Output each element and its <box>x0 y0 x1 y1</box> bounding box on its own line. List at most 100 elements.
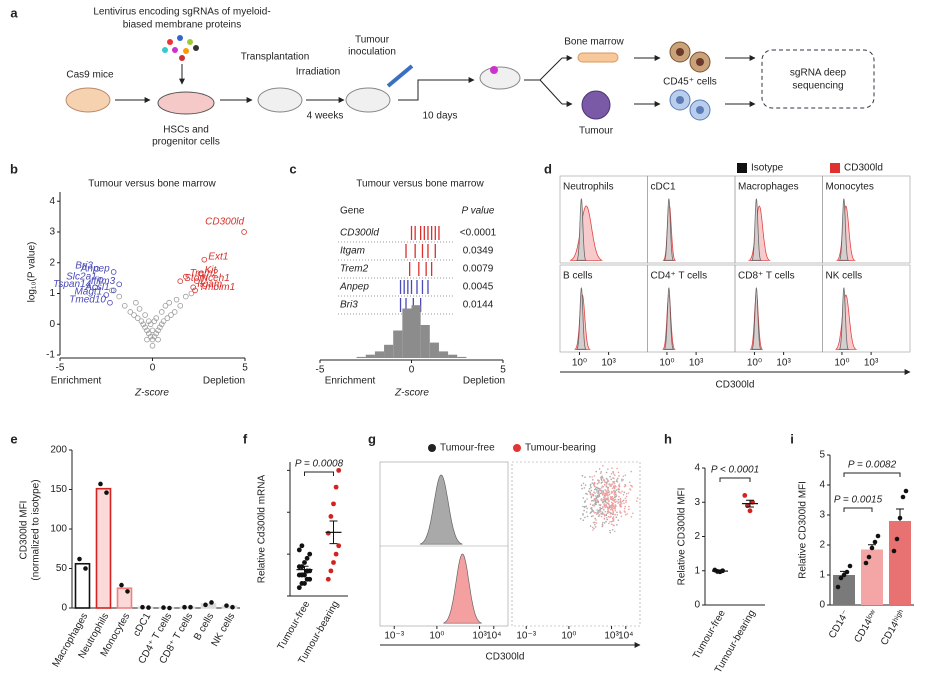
hist-bar <box>411 305 421 358</box>
cloud-dot <box>605 513 607 516</box>
cloud-dot <box>613 507 615 510</box>
cloud-dot <box>581 474 584 477</box>
cloud-dot <box>594 500 597 502</box>
cloud-dot <box>610 492 613 494</box>
cloud-dot <box>624 511 626 513</box>
point <box>149 336 156 343</box>
cloud-dot <box>621 500 624 503</box>
cloud-dot <box>605 520 607 523</box>
cloud-dot <box>620 492 622 494</box>
cloud-dot <box>601 493 604 496</box>
cloud-dot <box>626 513 628 515</box>
hist-bar <box>457 356 467 358</box>
y-axis-label: Relative CD300ld MFI <box>798 481 809 579</box>
point <box>146 330 152 337</box>
cloud-dot <box>585 492 587 495</box>
cloud-dot <box>609 521 611 523</box>
schematic-text: Bone marrow <box>564 37 624 48</box>
cloud-dot <box>602 464 604 467</box>
chart-title: Tumour versus bone marrow <box>356 179 484 190</box>
cloud-dot <box>602 507 604 509</box>
cloud-dot <box>592 529 594 531</box>
point <box>155 327 161 334</box>
point <box>209 600 214 605</box>
cloud-dot <box>606 498 608 501</box>
cloud-dot <box>603 508 605 511</box>
chart-title: Tumour versus bone marrow <box>88 179 216 190</box>
cloud-dot <box>617 477 619 480</box>
cloud-dot <box>590 496 593 499</box>
cloud-dot <box>624 505 627 508</box>
cloud-dot <box>611 512 613 515</box>
cloud-dot <box>613 500 615 502</box>
legend-label: Isotype <box>751 163 784 174</box>
point <box>131 312 137 318</box>
cloud-dot <box>601 491 603 493</box>
gene-name: Anpep <box>339 282 369 293</box>
cloud-dot <box>593 484 596 487</box>
point <box>158 321 165 328</box>
cloud-dot <box>600 476 602 478</box>
x-tick-label: 10³ <box>472 631 487 642</box>
x-tick-label: 10³ <box>776 358 791 369</box>
cloud-dot <box>622 475 625 478</box>
panel-letter: f <box>243 431 248 446</box>
cloud-dot <box>589 485 592 487</box>
y-axis-label: Relative CD300ld MFI <box>677 488 688 586</box>
cloud-dot <box>600 512 602 515</box>
legend-dot <box>513 444 521 452</box>
cloud-dot <box>592 515 594 517</box>
y-tick-label: 1 <box>49 288 55 299</box>
cloud-dot <box>623 502 625 505</box>
dish <box>157 91 215 115</box>
cloud-dot <box>586 515 589 518</box>
point <box>104 490 109 495</box>
legend-dot <box>428 444 436 452</box>
cloud-dot <box>612 518 614 521</box>
p-value: 0.0045 <box>463 282 494 293</box>
cloud-dot <box>609 475 611 478</box>
cloud-dot <box>612 516 615 518</box>
cloud-dot <box>583 506 586 509</box>
point <box>299 543 305 549</box>
cloud-dot <box>595 501 598 504</box>
cloud-dot <box>601 481 603 484</box>
tumour-dot <box>490 66 498 74</box>
cell-label: Neutrophils <box>563 182 614 193</box>
cloud-dot <box>618 491 621 494</box>
cloud-dot <box>605 516 608 519</box>
tumour-ball <box>581 90 611 120</box>
point <box>133 299 139 306</box>
y-tick-label: 2 <box>49 257 55 268</box>
cloud-dot <box>610 497 613 499</box>
x-tick-label: 10⁰ <box>747 358 762 369</box>
error-bar <box>300 565 309 574</box>
gene-name: Trem2 <box>340 264 369 275</box>
point <box>844 569 850 575</box>
point <box>160 318 167 324</box>
cloud-dot <box>615 516 618 518</box>
point <box>336 543 342 549</box>
cloud-dot <box>618 501 620 503</box>
cloud-dot <box>614 492 616 494</box>
cloud-dot <box>604 510 607 513</box>
cloud-dot <box>592 509 594 512</box>
point-label: Ext1 <box>208 251 228 262</box>
cloud-dot <box>618 495 620 498</box>
cloud-dot <box>591 493 593 495</box>
cloud-dot <box>593 512 596 514</box>
panel-letter: i <box>790 431 794 446</box>
point-label: Stom <box>184 273 207 284</box>
cloud-dot <box>613 482 616 485</box>
cloud-dot <box>629 489 632 491</box>
cloud-dot <box>600 498 602 500</box>
cloud-dot <box>582 514 584 516</box>
cloud-dot <box>597 509 600 512</box>
panel-letter: a <box>10 5 18 20</box>
cloud-dot <box>597 492 599 495</box>
cloud-dot <box>625 499 627 502</box>
schematic-text: Lentivirus encoding sgRNAs of myeloid- <box>93 7 270 18</box>
cloud-dot <box>605 501 607 504</box>
point <box>94 266 100 272</box>
schematic-text: inoculation <box>348 47 396 58</box>
